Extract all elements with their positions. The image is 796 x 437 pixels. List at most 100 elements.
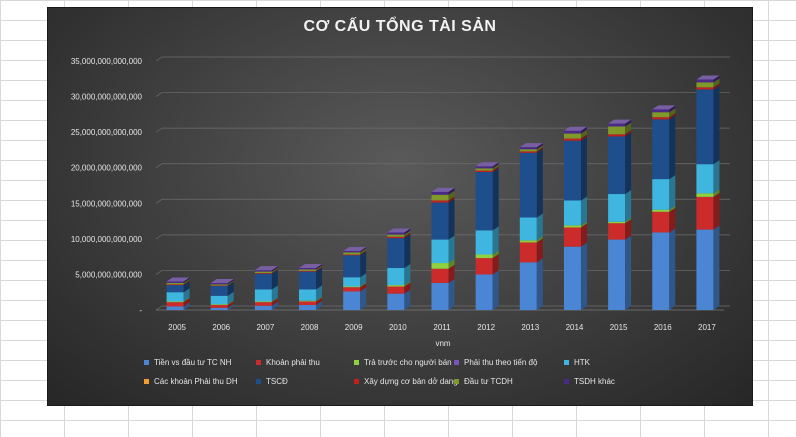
chart-plot: - 5,000,000,000,000 10,000,000,000,000 15,0… (71, 56, 730, 348)
legend-label: Tiền vs đầu tư TC NH (154, 358, 232, 367)
bar-segment-side (227, 281, 234, 286)
y-tick-label: 10,000,000,000,000 (71, 235, 143, 244)
bar-stack (299, 264, 323, 310)
legend-item[interactable]: Đầu tư TCDH (454, 377, 513, 386)
bar-top (387, 228, 411, 233)
x-tick-label: 2012 (477, 323, 495, 332)
bar-segment (563, 246, 581, 310)
bar-segment (563, 138, 581, 141)
bar-segment (696, 79, 714, 83)
bar-segment (652, 117, 670, 120)
gridline-depth (155, 305, 163, 311)
legend-swatch (354, 379, 359, 384)
bar-segment (387, 268, 405, 286)
legend-item[interactable]: Trả trước cho người bán (354, 358, 452, 367)
chart-area[interactable]: CƠ CẤU TỔNG TÀI SẢN - 5,000,000,000,000 10… (47, 7, 753, 406)
legend-item[interactable]: TSDH khác (564, 377, 615, 386)
bar-segment-side (669, 175, 676, 210)
bar-segment (387, 293, 405, 310)
bar-segment (652, 112, 670, 118)
bar-segment-side (536, 258, 543, 310)
legend-item[interactable]: TSCĐ (256, 377, 288, 386)
x-tick-label: 2007 (256, 323, 274, 332)
bar-segment-side (625, 132, 632, 195)
bar-stack (166, 277, 190, 310)
bar-top (343, 246, 367, 251)
bar-segment-side (360, 273, 367, 287)
bar-segment-side (360, 283, 367, 292)
bar-segment (519, 151, 537, 153)
legend-item[interactable]: Các khoản Phải thu DH (144, 377, 238, 386)
bar-segment-side (183, 297, 190, 303)
bar-segment (254, 305, 272, 310)
bar-segment-side (271, 266, 278, 272)
chart-title: CƠ CẤU TỔNG TÀI SẢN (303, 18, 497, 35)
bar-segment-side (183, 302, 190, 310)
bar-stack (254, 266, 278, 310)
bar-segment (254, 301, 272, 303)
bar-segment-side (316, 264, 323, 270)
legend-item[interactable]: Khoản phải thu (256, 358, 320, 367)
bar-segment (387, 285, 405, 287)
legend-label: Trả trước cho người bán (364, 358, 452, 367)
bar-segment-side (625, 130, 632, 137)
bar-segment-side (183, 278, 190, 285)
bar-segment-side (492, 162, 499, 169)
bar-segment (608, 126, 626, 135)
bar-segment-side (404, 232, 411, 239)
bar-segment (563, 227, 581, 247)
bar-segment-side (227, 291, 234, 305)
bar-segment (608, 134, 626, 137)
bar-segment-side (536, 147, 543, 153)
bar-segment-side (316, 267, 323, 290)
bar-segment-side (492, 254, 499, 275)
bar-segment-side (316, 265, 323, 271)
bar-segment (608, 194, 626, 222)
legend-item[interactable]: Xây dựng cơ bản dở dang (354, 377, 458, 386)
bar-stack (343, 246, 367, 310)
bar-segment (166, 292, 184, 302)
bar-segment-side (271, 269, 278, 274)
bar-segment (696, 82, 714, 88)
bar-segment-side (227, 278, 234, 285)
bar-segment (254, 270, 272, 272)
legend-item[interactable]: HTK (564, 358, 590, 367)
bar-segment-side (580, 242, 587, 310)
bar-segment (608, 221, 626, 224)
legend-label: TSCĐ (266, 377, 288, 386)
bar-segment-side (183, 280, 190, 286)
bar-segment-side (669, 205, 676, 212)
bar-segment (387, 238, 405, 269)
bar-segment-side (669, 113, 676, 120)
bar-segment (475, 258, 493, 275)
legend-item[interactable]: Phải thu theo tiến độ (454, 358, 537, 367)
bar-segment (166, 302, 184, 307)
bar-segment-side (625, 190, 632, 222)
x-tick-label: 2005 (168, 323, 186, 332)
bar-segment-side (360, 246, 367, 253)
legend-item[interactable]: Tiền vs đầu tư TC NH (144, 358, 231, 367)
bar-segment-side (580, 126, 587, 134)
legend-label: Đầu tư TCDH (464, 377, 513, 386)
bar-segment-side (713, 75, 720, 83)
bar-segment (475, 170, 493, 172)
bar-top (696, 75, 720, 80)
gridline-depth (155, 56, 163, 62)
bar-segment-side (227, 303, 234, 310)
bar-stack (210, 278, 234, 310)
bar-top (519, 143, 543, 148)
bar-segment-side (669, 228, 676, 310)
bar-segment (431, 282, 449, 310)
bar-segment (563, 140, 581, 201)
bar-segment (343, 287, 361, 292)
x-tick-label: 2014 (566, 323, 584, 332)
bar-segment (210, 282, 228, 285)
bar-segment-side (360, 250, 367, 256)
bar-segment-side (669, 105, 676, 113)
bar-segment (210, 285, 228, 286)
gridline-depth (155, 163, 163, 169)
bar-segment (652, 232, 670, 310)
bar-segment (696, 229, 714, 310)
bar-segment (431, 200, 449, 203)
bar-segment-side (492, 166, 499, 172)
